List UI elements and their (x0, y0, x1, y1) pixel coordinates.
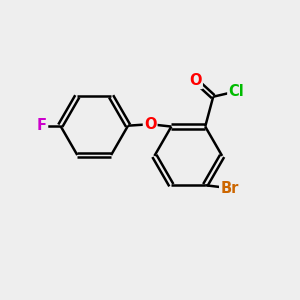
Text: F: F (37, 118, 47, 133)
Text: O: O (189, 73, 202, 88)
Text: Cl: Cl (228, 84, 244, 99)
Text: Br: Br (220, 181, 238, 196)
Text: O: O (144, 117, 156, 132)
